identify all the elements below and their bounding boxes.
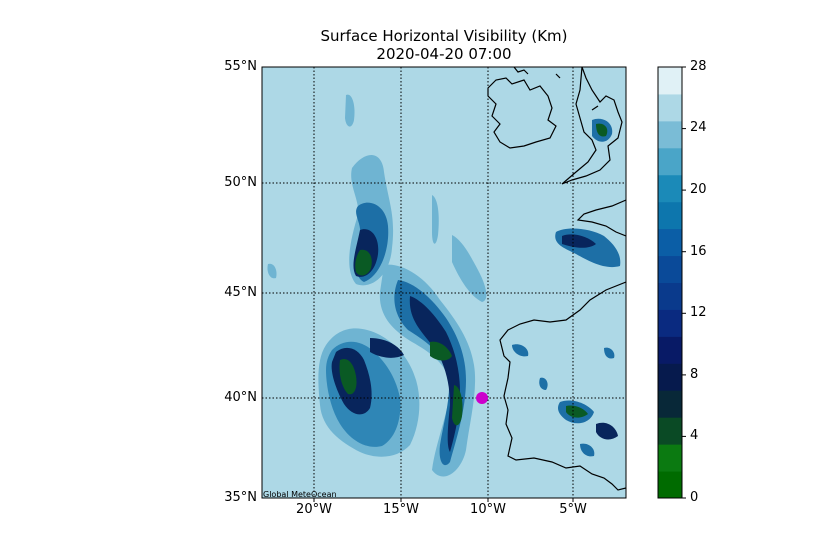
lon-label-10w: 10°W xyxy=(470,502,506,517)
colorbar-swatch xyxy=(658,174,682,203)
lon-label-20w: 20°W xyxy=(296,502,332,517)
coastlines xyxy=(487,67,626,491)
colorbar-swatch xyxy=(658,444,682,472)
colorbar-swatch xyxy=(658,147,682,176)
axis-ticks xyxy=(313,498,574,502)
credit-text: Global MeteOcean xyxy=(263,490,337,499)
chart-subtitle: 2020-04-20 07:00 xyxy=(376,45,512,63)
lat-label-35: 35°N xyxy=(224,490,257,505)
colorbar-swatch xyxy=(658,309,682,337)
gridlines xyxy=(262,67,626,498)
colorbar-swatch xyxy=(658,417,682,445)
colorbar-ticks xyxy=(682,66,686,499)
colorbar-label-12: 12 xyxy=(690,305,707,320)
lat-label-40: 40°N xyxy=(224,390,257,405)
colorbar-label-28: 28 xyxy=(690,59,707,74)
lon-label-15w: 15°W xyxy=(383,502,419,517)
visibility-field-west xyxy=(345,94,394,286)
colorbar-label-8: 8 xyxy=(690,367,699,382)
colorbar xyxy=(658,67,682,499)
colorbar-swatch xyxy=(658,336,682,364)
visibility-field-center xyxy=(379,195,487,477)
visibility-field-southwest xyxy=(318,328,420,457)
colorbar-swatch xyxy=(658,120,682,149)
lat-label-55: 55°N xyxy=(224,59,257,74)
colorbar-swatch xyxy=(658,93,682,122)
colorbar-swatch xyxy=(658,67,682,95)
plot-frame xyxy=(261,66,627,499)
colorbar-label-4: 4 xyxy=(690,428,699,443)
colorbar-swatch xyxy=(658,390,682,418)
colorbar-swatch xyxy=(658,471,682,499)
colorbar-label-24: 24 xyxy=(690,120,707,135)
colorbar-label-0: 0 xyxy=(690,490,699,505)
lon-label-5w: 5°W xyxy=(559,502,587,517)
colorbar-swatch xyxy=(658,228,682,257)
colorbar-frame xyxy=(657,66,683,499)
lat-label-50: 50°N xyxy=(224,175,257,190)
chart-title: Surface Horizontal Visibility (Km) xyxy=(320,27,568,45)
location-marker xyxy=(476,392,488,404)
colorbar-swatch xyxy=(658,255,682,283)
visibility-field-east xyxy=(267,118,621,457)
colorbar-label-20: 20 xyxy=(690,182,707,197)
colorbar-label-16: 16 xyxy=(690,244,707,259)
colorbar-swatch xyxy=(658,363,682,391)
lat-label-45: 45°N xyxy=(224,285,257,300)
colorbar-swatch xyxy=(658,201,682,230)
colorbar-swatch xyxy=(658,282,682,310)
